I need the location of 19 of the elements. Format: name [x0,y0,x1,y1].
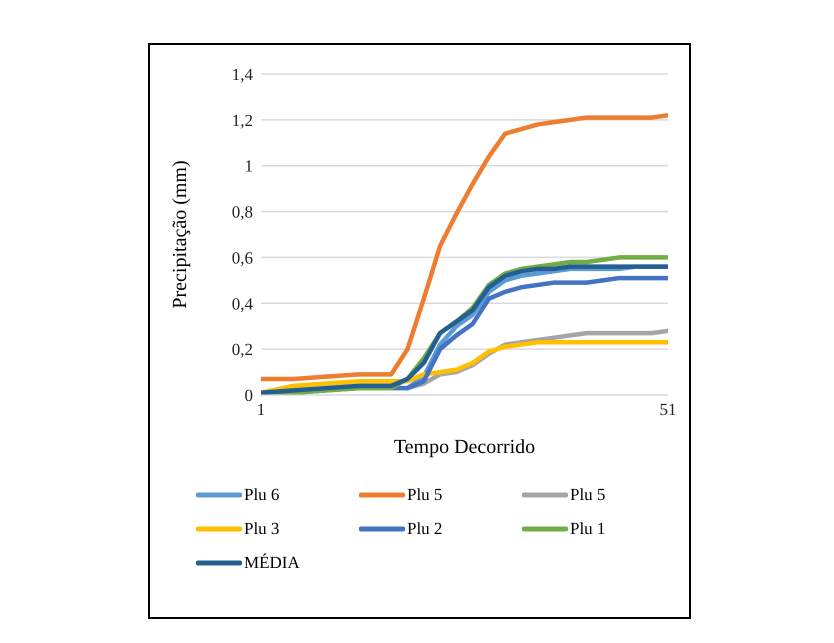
y-tick-label: 0,4 [232,294,254,314]
x-axis-title: Tempo Decorrido [394,436,536,458]
y-tick-label: 0,8 [232,202,253,222]
x-tick-label: 51 [660,400,676,420]
y-tick-label: 0,2 [232,340,253,360]
y-tick-label: 1,2 [232,110,253,130]
y-tick-label: 0,6 [232,248,253,268]
legend-label: Plu 1 [570,519,606,539]
legend-label: MÉDIA [244,553,300,573]
y-tick-label: 0 [244,386,253,406]
legend-label: Plu 5 [407,485,442,505]
legend-label: Plu 2 [407,519,442,539]
legend-label: Plu 3 [244,519,280,539]
y-axis-title: Precipitação (mm) [169,160,192,309]
y-tick-label: 1 [244,156,253,176]
y-tick-label: 1,4 [232,65,254,84]
legend-label: Plu 5 [570,485,606,505]
line-series [261,113,668,382]
legend-label: Plu 6 [244,485,280,505]
